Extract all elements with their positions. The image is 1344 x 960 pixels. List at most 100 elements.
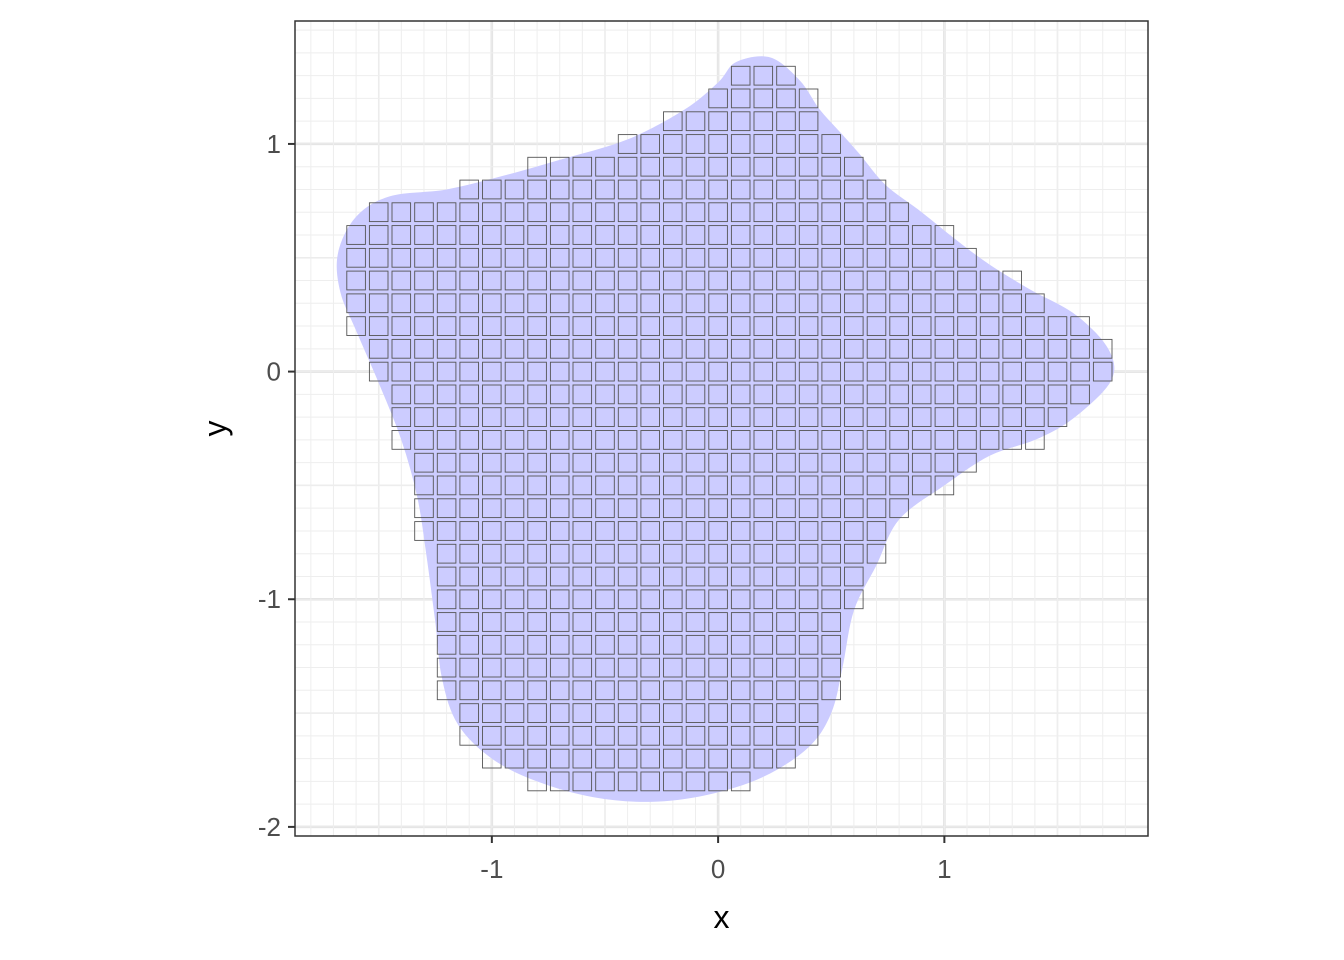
tile (753, 384, 774, 405)
tile (549, 430, 570, 450)
tile (730, 134, 751, 154)
tile (504, 475, 525, 496)
tile (798, 225, 819, 245)
tile (414, 293, 434, 314)
tile (504, 407, 525, 427)
tile (459, 316, 479, 336)
tile (663, 521, 683, 541)
tile (572, 748, 593, 769)
tile (753, 589, 774, 610)
tile (459, 521, 479, 541)
tile (663, 771, 683, 792)
tile (1002, 407, 1022, 427)
tile (595, 543, 615, 564)
tile (708, 293, 728, 314)
tile (617, 543, 638, 564)
tile (595, 179, 615, 200)
tile (866, 202, 887, 223)
y-tick-label: 0 (267, 357, 281, 387)
tile (572, 657, 593, 678)
tile (640, 452, 660, 473)
tile (821, 384, 841, 405)
tile (504, 179, 525, 200)
tile (730, 384, 751, 405)
tile (889, 498, 909, 519)
tile (549, 612, 570, 632)
tile (753, 179, 774, 200)
tile (798, 430, 819, 450)
tile (527, 703, 547, 723)
tile (821, 361, 841, 382)
tile (957, 316, 977, 336)
tile (527, 338, 547, 359)
tile (1047, 384, 1068, 405)
tile (889, 407, 909, 427)
tile (663, 589, 683, 610)
tile (368, 202, 389, 223)
tile (504, 293, 525, 314)
tile (595, 748, 615, 769)
tile (1025, 361, 1045, 382)
tile (482, 475, 502, 496)
tile (595, 156, 615, 177)
tile (527, 725, 547, 746)
tile (685, 293, 706, 314)
tile (504, 384, 525, 405)
tile (844, 202, 864, 223)
tile (685, 384, 706, 405)
tile (708, 407, 728, 427)
tile (798, 452, 819, 473)
tile (640, 543, 660, 564)
tile (617, 225, 638, 245)
tile (391, 338, 412, 359)
tile (911, 475, 932, 496)
tile (821, 634, 841, 655)
tile (640, 361, 660, 382)
tile (1092, 338, 1113, 359)
tile (685, 589, 706, 610)
tile (730, 65, 751, 86)
tile (730, 680, 751, 701)
tile (663, 179, 683, 200)
tile (663, 111, 683, 132)
tile (730, 543, 751, 564)
tile (911, 247, 932, 268)
tile (911, 316, 932, 336)
tile (572, 703, 593, 723)
tile (753, 430, 774, 450)
tile (482, 247, 502, 268)
tile (617, 293, 638, 314)
tile (527, 384, 547, 405)
y-tick-label: -1 (258, 584, 281, 614)
tile (934, 452, 955, 473)
tile (776, 657, 796, 678)
tile (482, 543, 502, 564)
tile (844, 407, 864, 427)
tile (595, 270, 615, 291)
tile (617, 521, 638, 541)
tile (617, 680, 638, 701)
tile (1047, 407, 1068, 427)
tile (753, 543, 774, 564)
tile (595, 725, 615, 746)
tile (482, 725, 502, 746)
tile (391, 430, 412, 450)
tile (391, 316, 412, 336)
tile (685, 521, 706, 541)
tile (708, 771, 728, 792)
tile (911, 384, 932, 405)
tile (821, 521, 841, 541)
tile (391, 247, 412, 268)
tile (776, 566, 796, 587)
tile (617, 657, 638, 678)
tile (572, 361, 593, 382)
tile (685, 111, 706, 132)
tile (436, 384, 457, 405)
tile (798, 634, 819, 655)
tile (436, 657, 457, 678)
tile (459, 543, 479, 564)
tile (640, 475, 660, 496)
tile (708, 566, 728, 587)
tile (663, 293, 683, 314)
tile (798, 316, 819, 336)
